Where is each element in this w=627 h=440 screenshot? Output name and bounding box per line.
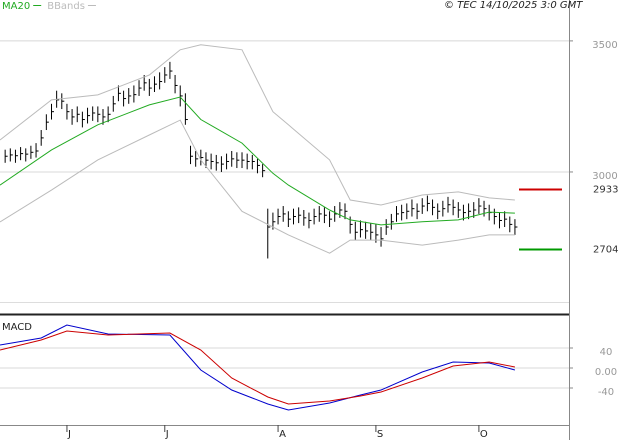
indicator-line [0, 324, 516, 411]
macd-title: MACD [2, 322, 32, 333]
overlay-line [0, 44, 515, 206]
overlay-line [0, 96, 515, 226]
y-tick-label: 3500 [592, 40, 617, 51]
x-tick-label: A [279, 429, 286, 440]
level-label: 2933 [593, 185, 618, 196]
y-tick-label: 40 [600, 347, 613, 358]
indicator-line [0, 330, 515, 405]
y-tick-label: 0.00 [595, 367, 617, 378]
source-label: © TEC 14/10/2025 3:0 GMT [444, 0, 583, 11]
x-tick-label: S [377, 429, 383, 440]
legend-label: BBands [47, 1, 85, 12]
y-tick-label: 3000 [592, 171, 617, 182]
x-tick-label: O [480, 429, 488, 440]
x-tick-label: J [165, 429, 169, 440]
level-label: 2704 [593, 245, 618, 256]
y-tick-label: -40 [598, 387, 614, 398]
x-tick-label: J [67, 429, 71, 440]
overlay-line [0, 119, 515, 254]
legend-label: MA20 [2, 1, 30, 12]
